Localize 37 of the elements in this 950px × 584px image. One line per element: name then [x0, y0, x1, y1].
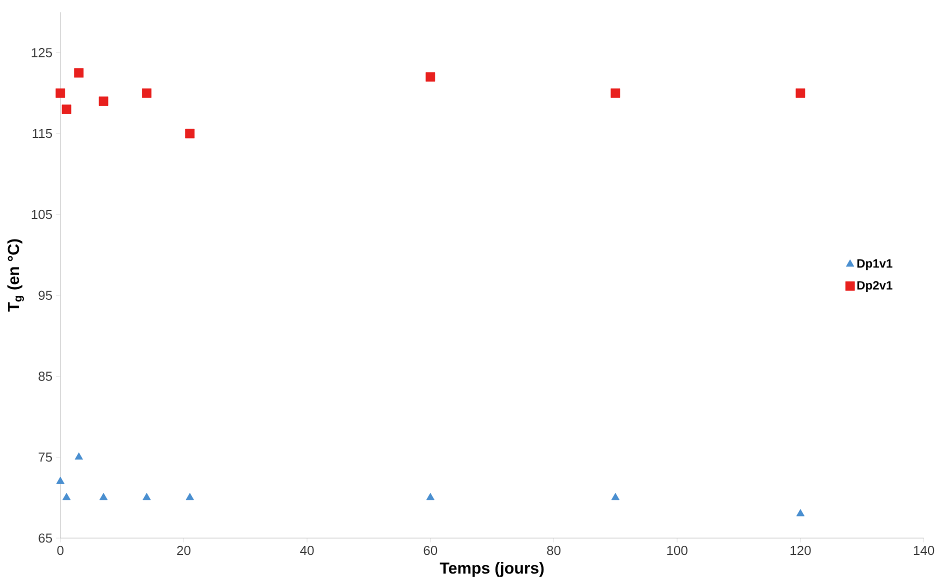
y-tick-label: 75 — [38, 452, 52, 462]
point — [74, 452, 83, 460]
point — [56, 88, 66, 98]
point — [74, 68, 84, 78]
x-tick-label: 60 — [424, 546, 438, 555]
x-axis-title: Temps (jours) — [440, 562, 544, 577]
y-tick-label: 65 — [38, 533, 52, 543]
legend-label: Dp2v1 — [857, 280, 892, 292]
x-tick-label: 20 — [177, 546, 190, 555]
y-axis-title: T$_{g}$ (en °C) — [7, 239, 24, 312]
point — [796, 88, 806, 98]
point — [796, 508, 805, 516]
point — [56, 476, 64, 484]
point — [142, 492, 151, 500]
legend-label: Dp1v1 — [857, 259, 892, 270]
point — [426, 72, 436, 82]
y-tick-label: 105 — [32, 210, 52, 219]
x-tick-label: 80 — [547, 546, 560, 555]
x-tick-label: 0 — [57, 546, 64, 555]
point — [98, 96, 108, 106]
point — [426, 492, 434, 500]
point — [610, 88, 620, 98]
point — [62, 492, 71, 500]
point — [185, 128, 195, 138]
point — [99, 492, 108, 500]
y-tick-label: 85 — [38, 372, 52, 381]
y-tick-label: 125 — [32, 48, 52, 58]
x-tick-label: 40 — [300, 546, 314, 555]
y-tick-label: 95 — [38, 290, 52, 300]
point — [62, 104, 72, 114]
x-tick-label: 120 — [790, 546, 811, 555]
point — [611, 492, 620, 500]
x-tick-label: 100 — [667, 546, 688, 555]
x-tick-label: 140 — [914, 546, 934, 555]
point — [186, 492, 194, 500]
point — [142, 88, 152, 98]
y-tick-label: 115 — [32, 128, 52, 138]
